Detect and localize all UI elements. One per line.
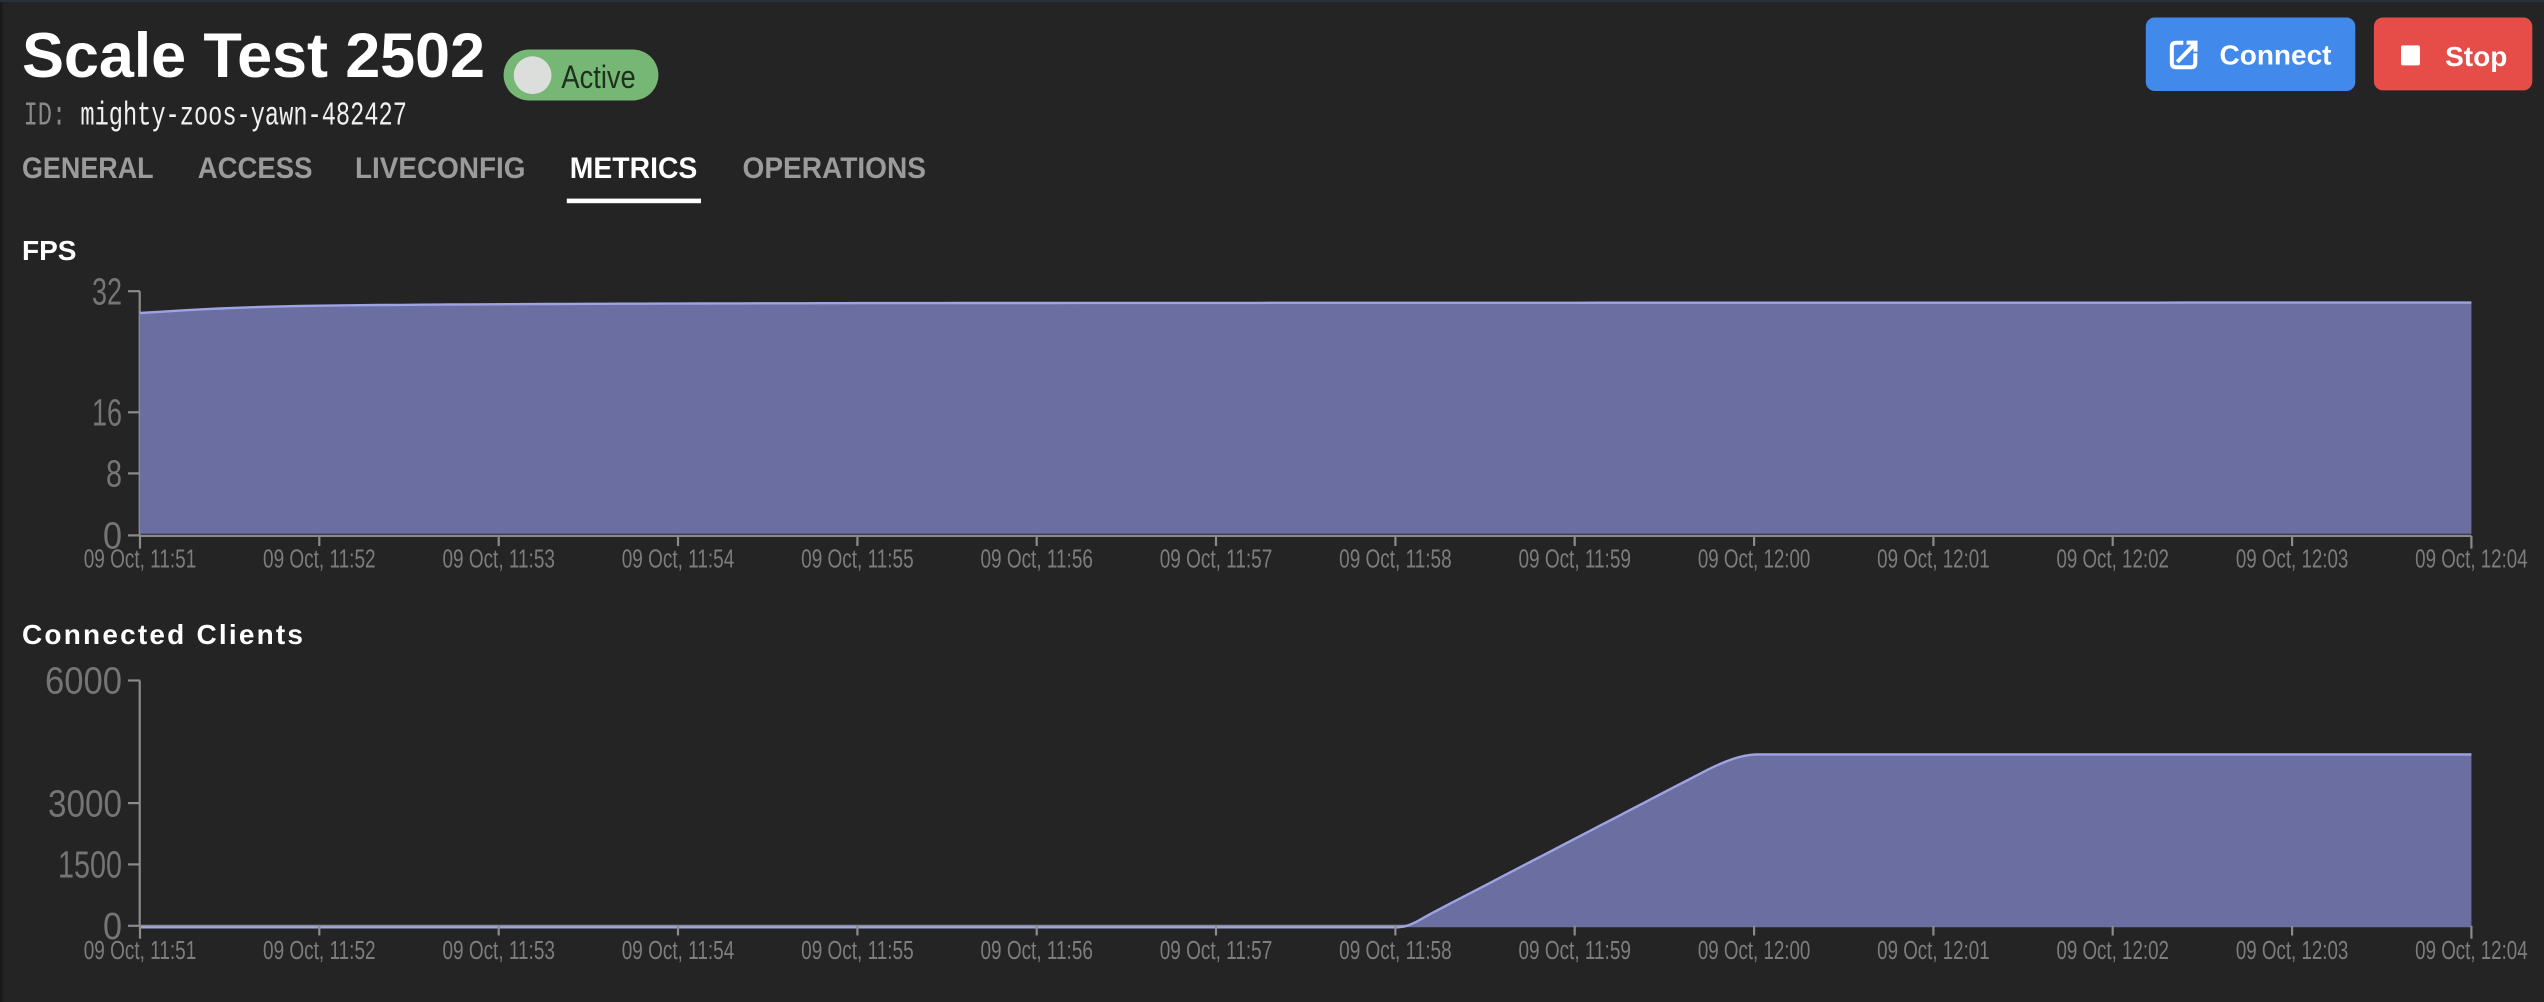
svg-text:09 Oct, 11:57: 09 Oct, 11:57 xyxy=(1160,546,1273,574)
svg-text:09 Oct, 11:51: 09 Oct, 11:51 xyxy=(84,546,197,574)
svg-text:09 Oct, 11:53: 09 Oct, 11:53 xyxy=(442,937,555,965)
svg-text:FPS: FPS xyxy=(22,235,76,266)
svg-text:09 Oct, 12:04: 09 Oct, 12:04 xyxy=(2415,546,2528,574)
svg-text:OPERATIONS: OPERATIONS xyxy=(743,152,927,185)
svg-text:METRICS: METRICS xyxy=(570,152,698,185)
svg-text:09 Oct, 11:54: 09 Oct, 11:54 xyxy=(622,937,735,965)
svg-text:09 Oct, 11:52: 09 Oct, 11:52 xyxy=(263,546,376,574)
svg-text:09 Oct, 12:03: 09 Oct, 12:03 xyxy=(2236,546,2349,574)
svg-text:09 Oct, 11:55: 09 Oct, 11:55 xyxy=(801,546,914,574)
svg-text:GENERAL: GENERAL xyxy=(22,152,154,185)
svg-text:ID: mighty-zoos-yawn-482427: ID: mighty-zoos-yawn-482427 xyxy=(24,97,407,134)
svg-text:09 Oct, 11:51: 09 Oct, 11:51 xyxy=(84,937,197,965)
svg-text:Connected Clients: Connected Clients xyxy=(22,619,303,650)
svg-text:09 Oct, 11:52: 09 Oct, 11:52 xyxy=(263,937,376,965)
svg-text:09 Oct, 11:57: 09 Oct, 11:57 xyxy=(1160,937,1273,965)
svg-text:09 Oct, 12:01: 09 Oct, 12:01 xyxy=(1877,937,1990,965)
svg-text:09 Oct, 11:54: 09 Oct, 11:54 xyxy=(622,546,735,574)
svg-text:09 Oct, 12:00: 09 Oct, 12:00 xyxy=(1698,937,1811,965)
svg-text:32: 32 xyxy=(92,271,122,313)
svg-text:09 Oct, 11:58: 09 Oct, 11:58 xyxy=(1339,937,1452,965)
svg-text:0: 0 xyxy=(103,906,122,948)
svg-text:16: 16 xyxy=(92,393,122,435)
svg-text:09 Oct, 11:56: 09 Oct, 11:56 xyxy=(980,937,1093,965)
svg-text:09 Oct, 12:02: 09 Oct, 12:02 xyxy=(2056,937,2169,965)
svg-text:3000: 3000 xyxy=(48,783,122,825)
svg-text:09 Oct, 11:55: 09 Oct, 11:55 xyxy=(801,937,914,965)
svg-text:09 Oct, 11:53: 09 Oct, 11:53 xyxy=(442,546,555,574)
svg-text:09 Oct, 12:02: 09 Oct, 12:02 xyxy=(2056,546,2169,574)
svg-text:09 Oct, 11:59: 09 Oct, 11:59 xyxy=(1518,546,1631,574)
svg-text:09 Oct, 12:01: 09 Oct, 12:01 xyxy=(1877,546,1990,574)
svg-text:09 Oct, 12:00: 09 Oct, 12:00 xyxy=(1698,546,1811,574)
svg-text:09 Oct, 11:56: 09 Oct, 11:56 xyxy=(980,546,1093,574)
svg-text:09 Oct, 11:59: 09 Oct, 11:59 xyxy=(1518,937,1631,965)
svg-text:09 Oct, 11:58: 09 Oct, 11:58 xyxy=(1339,546,1452,574)
svg-text:Connect: Connect xyxy=(2220,40,2332,71)
svg-text:Scale Test 2502: Scale Test 2502 xyxy=(22,21,485,91)
svg-text:09 Oct, 12:04: 09 Oct, 12:04 xyxy=(2415,937,2528,965)
svg-text:LIVECONFIG: LIVECONFIG xyxy=(355,152,526,185)
svg-text:09 Oct, 12:03: 09 Oct, 12:03 xyxy=(2236,937,2349,965)
svg-text:1500: 1500 xyxy=(58,845,122,887)
svg-text:6000: 6000 xyxy=(45,661,122,703)
svg-text:Stop: Stop xyxy=(2445,41,2507,72)
svg-text:0: 0 xyxy=(103,516,122,558)
svg-text:8: 8 xyxy=(106,454,122,496)
svg-text:Active: Active xyxy=(561,59,635,95)
svg-text:ACCESS: ACCESS xyxy=(198,152,313,185)
